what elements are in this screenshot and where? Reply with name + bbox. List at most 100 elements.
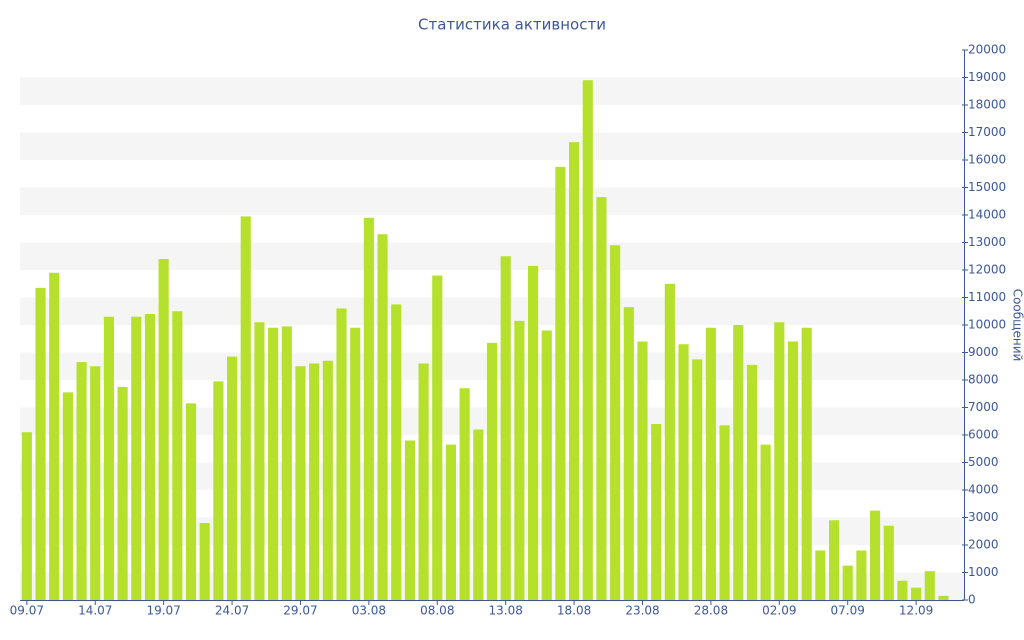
y-tick-label: 10000	[968, 318, 1006, 332]
x-tick-label: 18.08	[557, 604, 591, 618]
bar	[500, 256, 511, 600]
x-tick-label: 08.08	[420, 604, 454, 618]
bar	[391, 304, 402, 600]
bar	[158, 259, 169, 600]
bar	[322, 360, 333, 600]
bar	[774, 322, 785, 600]
grid-band	[20, 242, 964, 270]
bar	[664, 283, 675, 600]
y-tick-label: 13000	[968, 235, 1006, 249]
bar	[883, 525, 894, 600]
bar	[527, 265, 539, 600]
bar	[240, 216, 251, 600]
bar	[90, 366, 101, 600]
bar	[144, 314, 156, 600]
x-tick-label: 13.08	[489, 604, 523, 618]
bar	[377, 234, 388, 600]
x-tick-label: 02.09	[762, 604, 796, 618]
bar	[746, 364, 758, 600]
y-tick-label: 19000	[968, 70, 1006, 84]
y-tick-label: 18000	[968, 98, 1006, 112]
bar	[828, 520, 840, 600]
bar	[596, 197, 607, 600]
bar	[623, 307, 634, 600]
bar	[131, 316, 142, 600]
bar	[199, 523, 210, 600]
bar	[268, 327, 279, 600]
bar	[35, 287, 46, 600]
bar	[870, 510, 881, 600]
bar	[336, 308, 347, 600]
x-tick-label: 09.07	[10, 604, 44, 618]
bar	[418, 363, 429, 600]
bar	[213, 381, 224, 600]
x-tick-label: 07.09	[831, 604, 865, 618]
x-tick-label: 29.07	[283, 604, 317, 618]
bar	[719, 425, 730, 600]
bar	[76, 362, 87, 600]
bar	[295, 366, 306, 600]
x-tick-label: 24.07	[215, 604, 249, 618]
x-tick-label: 28.08	[694, 604, 728, 618]
y-tick-label: 16000	[968, 153, 1006, 167]
x-tick-label: 23.08	[625, 604, 659, 618]
y-tick-label: 8000	[968, 373, 999, 387]
x-tick-label: 12.09	[899, 604, 933, 618]
bar	[569, 142, 580, 600]
bar	[610, 245, 621, 600]
bar	[62, 392, 73, 600]
bar	[897, 580, 908, 600]
bar	[651, 424, 662, 600]
grid-band	[20, 132, 964, 160]
y-tick-label: 7000	[968, 400, 999, 414]
grid-band	[20, 187, 964, 215]
bar	[172, 311, 183, 600]
bar	[801, 327, 812, 600]
chart-title: Статистика активности	[418, 16, 606, 34]
bar	[350, 327, 361, 600]
x-tick-label: 19.07	[146, 604, 180, 618]
bar	[856, 550, 867, 600]
y-tick-label: 0	[968, 593, 976, 607]
bar	[49, 272, 60, 600]
bar	[117, 386, 128, 600]
bar	[637, 341, 648, 600]
bar	[459, 388, 470, 600]
bar	[842, 565, 853, 600]
bar	[760, 444, 771, 600]
y-tick-label: 2000	[968, 538, 999, 552]
bar	[541, 330, 552, 600]
bar	[514, 320, 525, 600]
bar	[185, 403, 197, 600]
y-tick-label: 9000	[968, 345, 999, 359]
bar	[486, 342, 498, 600]
bar	[404, 440, 415, 600]
y-tick-label: 4000	[968, 483, 999, 497]
y-tick-label: 12000	[968, 263, 1006, 277]
bar	[705, 327, 716, 600]
bar	[555, 166, 566, 600]
bar	[432, 275, 443, 600]
bar	[911, 587, 922, 600]
bar	[692, 359, 703, 600]
y-axis-label: Сообщений	[1011, 289, 1024, 362]
bar	[363, 217, 374, 600]
bar	[473, 429, 484, 600]
y-tick-label: 20000	[968, 43, 1006, 57]
y-tick-label: 14000	[968, 208, 1006, 222]
bar	[582, 80, 593, 600]
grid-band	[20, 77, 964, 105]
x-tick-label: 03.08	[352, 604, 386, 618]
bar	[281, 326, 292, 600]
y-tick-label: 3000	[968, 510, 999, 524]
bar	[226, 356, 238, 600]
y-tick-label: 15000	[968, 180, 1006, 194]
bar	[815, 550, 826, 600]
y-tick-label: 6000	[968, 428, 999, 442]
bar	[254, 322, 265, 600]
bar	[21, 432, 32, 600]
x-tick-label: 14.07	[78, 604, 112, 618]
bar	[445, 444, 457, 600]
bar	[678, 344, 689, 600]
